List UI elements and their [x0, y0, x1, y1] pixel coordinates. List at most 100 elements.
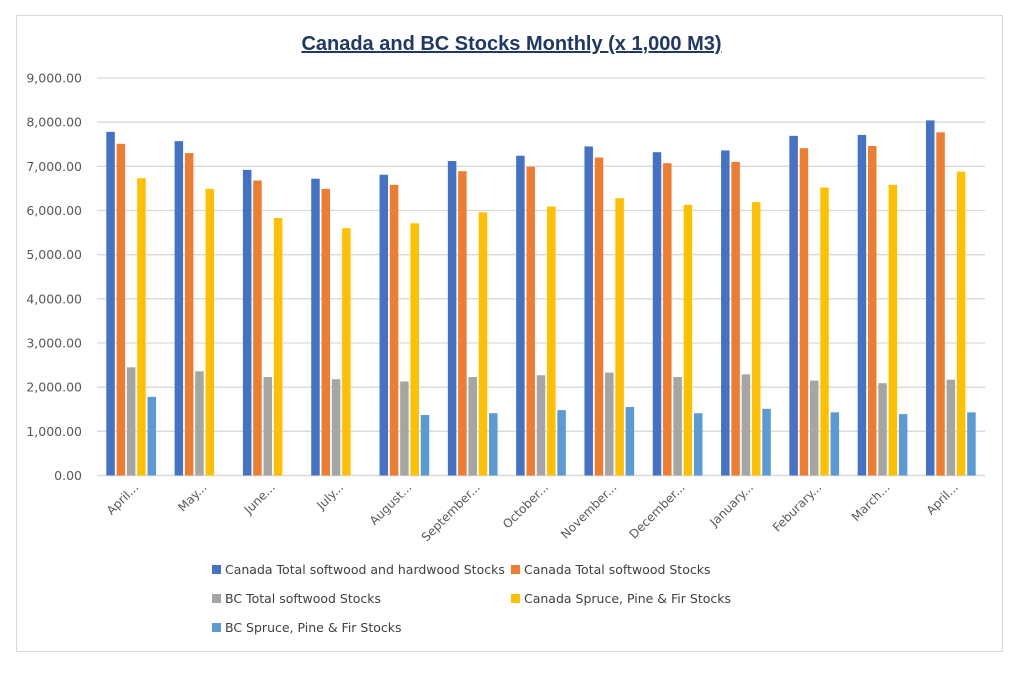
bar	[809, 380, 819, 476]
bar	[547, 206, 556, 476]
bar	[799, 148, 809, 476]
bar	[400, 381, 409, 476]
y-tick-label: 1,000.00	[26, 424, 82, 439]
bar	[489, 413, 498, 476]
bar	[751, 202, 761, 476]
y-tick-label: 6,000.00	[26, 203, 82, 218]
y-tick-label: 4,000.00	[26, 291, 82, 306]
bar	[536, 375, 546, 476]
bar	[342, 228, 351, 476]
legend-item: Canada Spruce, Pine & Fir Stocks	[511, 591, 731, 606]
bar	[389, 184, 399, 476]
bar	[184, 153, 194, 476]
bar	[741, 374, 751, 476]
bar	[116, 143, 126, 476]
legend-swatch	[212, 623, 221, 632]
bar	[693, 413, 703, 476]
bar	[898, 414, 908, 476]
bar	[516, 155, 525, 476]
y-tick-label: 2,000.00	[26, 380, 82, 395]
bar	[242, 169, 252, 476]
bar	[615, 198, 624, 476]
bar	[830, 412, 840, 476]
legend-item: Canada Total softwood Stocks	[511, 562, 710, 577]
bar	[106, 131, 115, 476]
x-tick-label: April...	[104, 480, 141, 517]
bar	[605, 372, 614, 476]
bar	[956, 171, 966, 476]
bar	[946, 379, 956, 476]
bar	[174, 141, 184, 476]
y-axis-ticks: 0.00 1,000.00 2,000.00 3,000.00 4,000.00 5,00…	[26, 71, 82, 484]
bar	[625, 407, 635, 476]
legend-swatch	[511, 594, 520, 603]
bar	[478, 212, 488, 476]
bar	[789, 135, 798, 476]
bar	[888, 184, 898, 476]
legend-label: BC Spruce, Pine & Fir Stocks	[225, 620, 402, 635]
x-tick-label: January...	[706, 480, 756, 530]
y-tick-label: 3,000.00	[26, 336, 82, 351]
x-tick-label: August...	[367, 480, 415, 528]
y-tick-label: 7,000.00	[26, 159, 82, 174]
x-tick-label: October...	[500, 480, 551, 531]
bar	[857, 134, 867, 476]
x-axis-ticks: April... May... June... July... August... Sep…	[104, 480, 961, 544]
bar	[925, 120, 935, 476]
y-tick-label: 0.00	[54, 468, 82, 483]
bar	[721, 150, 730, 476]
bar	[526, 166, 535, 476]
bars	[106, 120, 976, 476]
x-tick-label: March...	[849, 480, 893, 524]
bar	[878, 383, 887, 476]
bar	[557, 410, 566, 476]
x-tick-label: May...	[175, 480, 209, 514]
bar	[458, 171, 467, 476]
bar	[147, 396, 157, 476]
legend-label: Canada Spruce, Pine & Fir Stocks	[524, 591, 731, 606]
bar	[584, 146, 593, 476]
bar	[420, 414, 430, 476]
bar	[447, 161, 457, 476]
bar	[321, 188, 331, 476]
bar	[379, 174, 389, 476]
bar	[673, 377, 682, 476]
x-tick-label: December...	[627, 480, 688, 541]
bar	[263, 377, 273, 476]
legend-item: BC Spruce, Pine & Fir Stocks	[212, 620, 402, 635]
bar	[311, 178, 320, 476]
x-tick-label: July...	[313, 480, 346, 513]
bar	[594, 157, 604, 476]
bar	[820, 187, 829, 476]
bar	[273, 218, 283, 476]
bar	[331, 379, 341, 476]
bar	[663, 163, 672, 476]
x-tick-label: November...	[558, 480, 619, 541]
bar	[410, 223, 419, 476]
legend-swatch	[212, 565, 221, 574]
bar	[652, 152, 662, 476]
legend-label: BC Total softwood Stocks	[225, 591, 381, 606]
bar	[683, 204, 693, 476]
bar	[195, 371, 204, 476]
legend-label: Canada Total softwood Stocks	[524, 562, 711, 577]
bar	[762, 408, 771, 476]
x-tick-label: June...	[241, 480, 278, 517]
bar	[253, 180, 262, 476]
bar	[967, 412, 976, 476]
bar	[731, 161, 740, 476]
bar	[867, 146, 877, 476]
legend-item: Canada Total softwood and hardwood Stock…	[212, 562, 505, 577]
x-tick-label: September...	[419, 480, 483, 544]
bar	[126, 367, 136, 476]
legend-item: BC Total softwood Stocks	[212, 591, 381, 606]
bar	[137, 178, 146, 476]
bar	[205, 188, 215, 476]
chart-title: Canada and BC Stocks Monthly (x 1,000 M3…	[301, 33, 722, 55]
x-tick-label: April...	[924, 480, 961, 517]
bar	[468, 377, 477, 476]
legend-swatch	[511, 565, 520, 574]
x-tick-label: Feburary...	[770, 480, 824, 534]
bar	[936, 132, 945, 476]
